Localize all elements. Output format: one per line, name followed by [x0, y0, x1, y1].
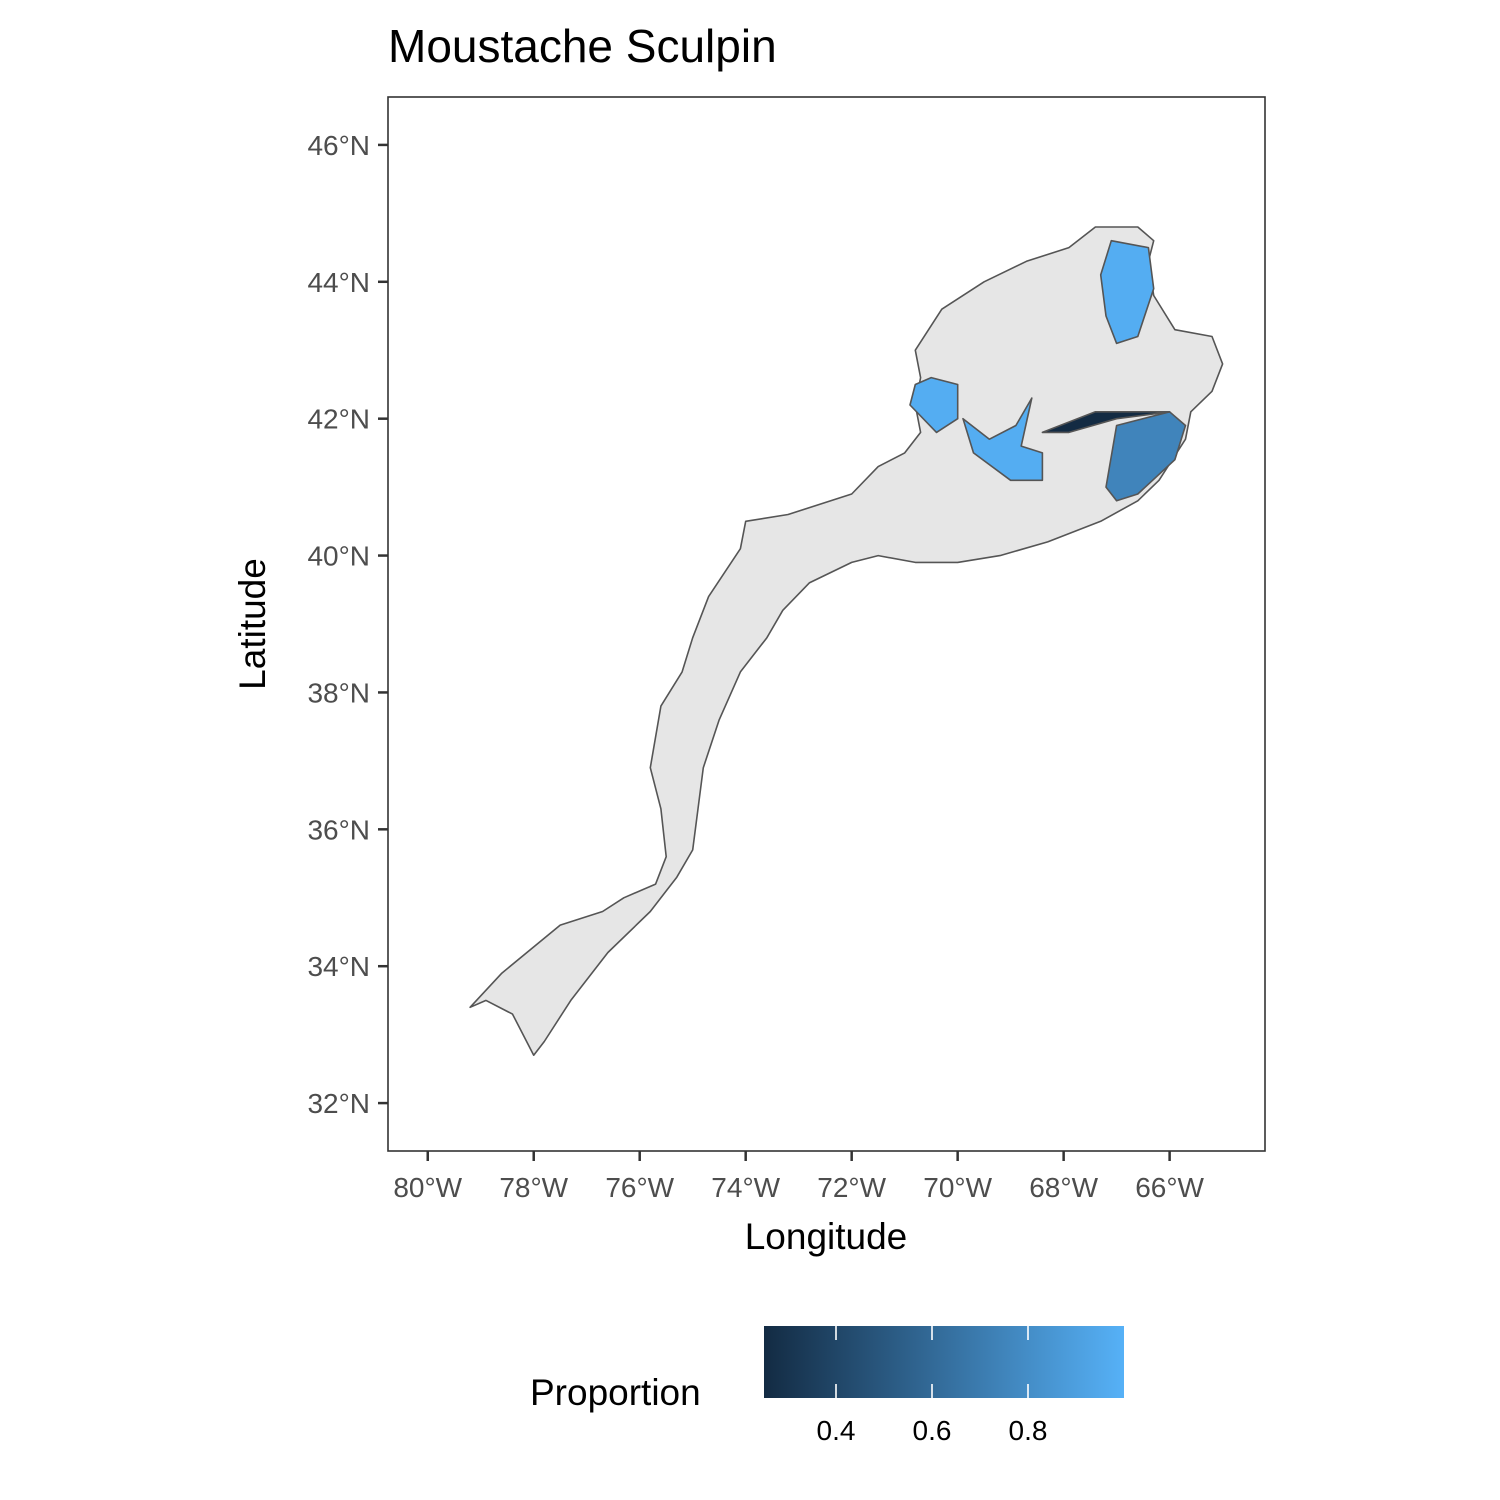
- legend-tick-label: 0.4: [817, 1415, 856, 1446]
- stratum-polygon: [962, 397, 1044, 482]
- x-tick-label: 74°W: [711, 1172, 780, 1203]
- y-tick-label: 36°N: [307, 814, 370, 845]
- x-tick-label: 80°W: [393, 1172, 462, 1203]
- stratum-polygon: [1099, 239, 1155, 345]
- y-tick-label: 46°N: [307, 130, 370, 161]
- map-layer: [469, 226, 1224, 1056]
- y-tick-label: 42°N: [307, 404, 370, 435]
- y-tick-label: 34°N: [307, 951, 370, 982]
- x-tick-label: 76°W: [605, 1172, 674, 1203]
- legend-ticks: 0.4 0.6 0.8: [817, 1326, 1048, 1446]
- y-tick-label: 40°N: [307, 541, 370, 572]
- y-tick-label: 32°N: [307, 1088, 370, 1119]
- stratum-polygon: [909, 376, 959, 434]
- legend-tick-label: 0.8: [1009, 1415, 1048, 1446]
- stratum-polygon: [1105, 410, 1187, 502]
- x-tick-label: 70°W: [923, 1172, 992, 1203]
- legend: Proportion 0.4 0.6 0.8: [530, 1326, 1124, 1446]
- y-tick-label: 38°N: [307, 677, 370, 708]
- y-axis-title: Latitude: [232, 558, 273, 690]
- stratum-polygon: [1041, 410, 1171, 434]
- x-tick-label: 78°W: [499, 1172, 568, 1203]
- x-tick-label: 72°W: [817, 1172, 886, 1203]
- legend-title: Proportion: [530, 1372, 701, 1413]
- legend-colorbar: [764, 1326, 1124, 1398]
- legend-tick-label: 0.6: [913, 1415, 952, 1446]
- x-axis: 80°W 78°W 76°W 74°W 72°W 70°W 68°W 66°W: [393, 1151, 1205, 1203]
- y-axis: 32°N 34°N 36°N 38°N 40°N 42°N 44°N 46°N: [307, 130, 388, 1119]
- x-tick-label: 68°W: [1029, 1172, 1098, 1203]
- y-tick-label: 44°N: [307, 267, 370, 298]
- survey-region-outline: [469, 226, 1224, 1056]
- chart-title: Moustache Sculpin: [388, 20, 777, 72]
- x-axis-title: Longitude: [745, 1216, 908, 1257]
- x-tick-label: 66°W: [1135, 1172, 1204, 1203]
